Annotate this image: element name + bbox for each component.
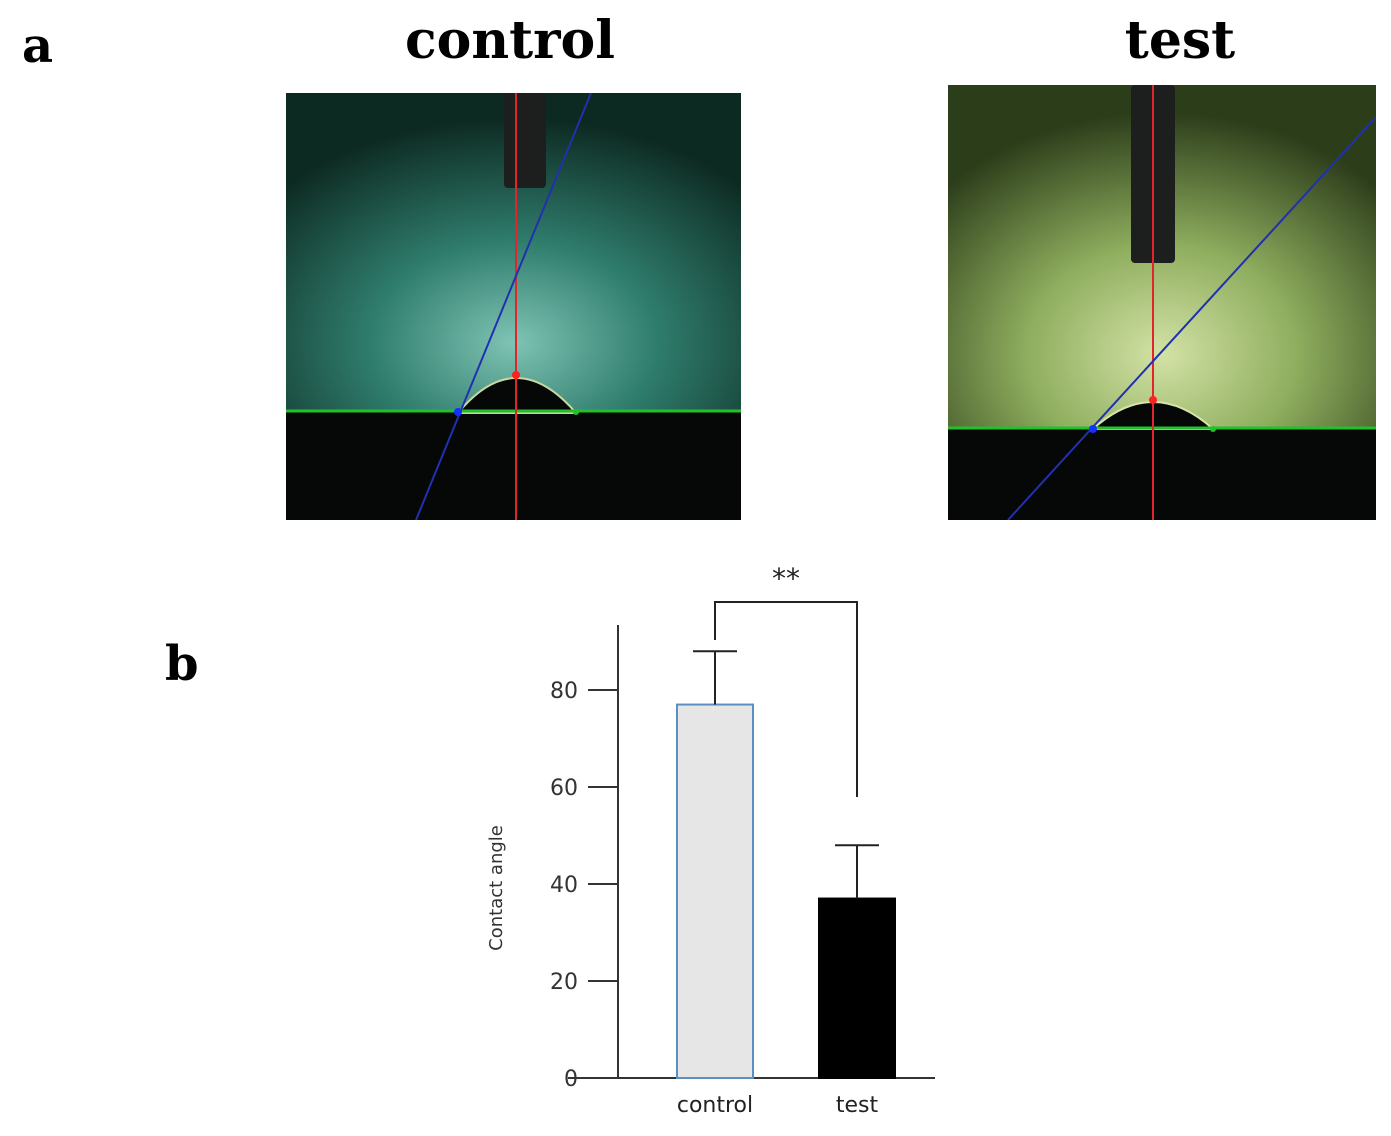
significance-bracket	[714, 601, 858, 797]
control-image-title: control	[404, 10, 615, 71]
test-image-title: test	[1124, 10, 1236, 71]
bar-test	[818, 897, 896, 1079]
significance-label: **	[772, 562, 800, 595]
y-tick-label: 40	[550, 873, 578, 898]
bar-control	[676, 703, 754, 1079]
y-tick-label: 80	[550, 679, 578, 704]
panel-label-b: b	[165, 636, 199, 692]
x-tick-label-control: control	[677, 1093, 753, 1118]
test-droplet-image	[948, 85, 1376, 520]
y-tick-label: 20	[550, 970, 578, 995]
y-axis-title: Contact angle	[486, 825, 507, 951]
control-droplet-image	[286, 93, 741, 520]
x-tick-label-test: test	[836, 1093, 879, 1118]
y-tick-label: 0	[564, 1067, 578, 1092]
panel-label-a: a	[22, 18, 54, 74]
y-tick-label: 60	[550, 776, 578, 801]
